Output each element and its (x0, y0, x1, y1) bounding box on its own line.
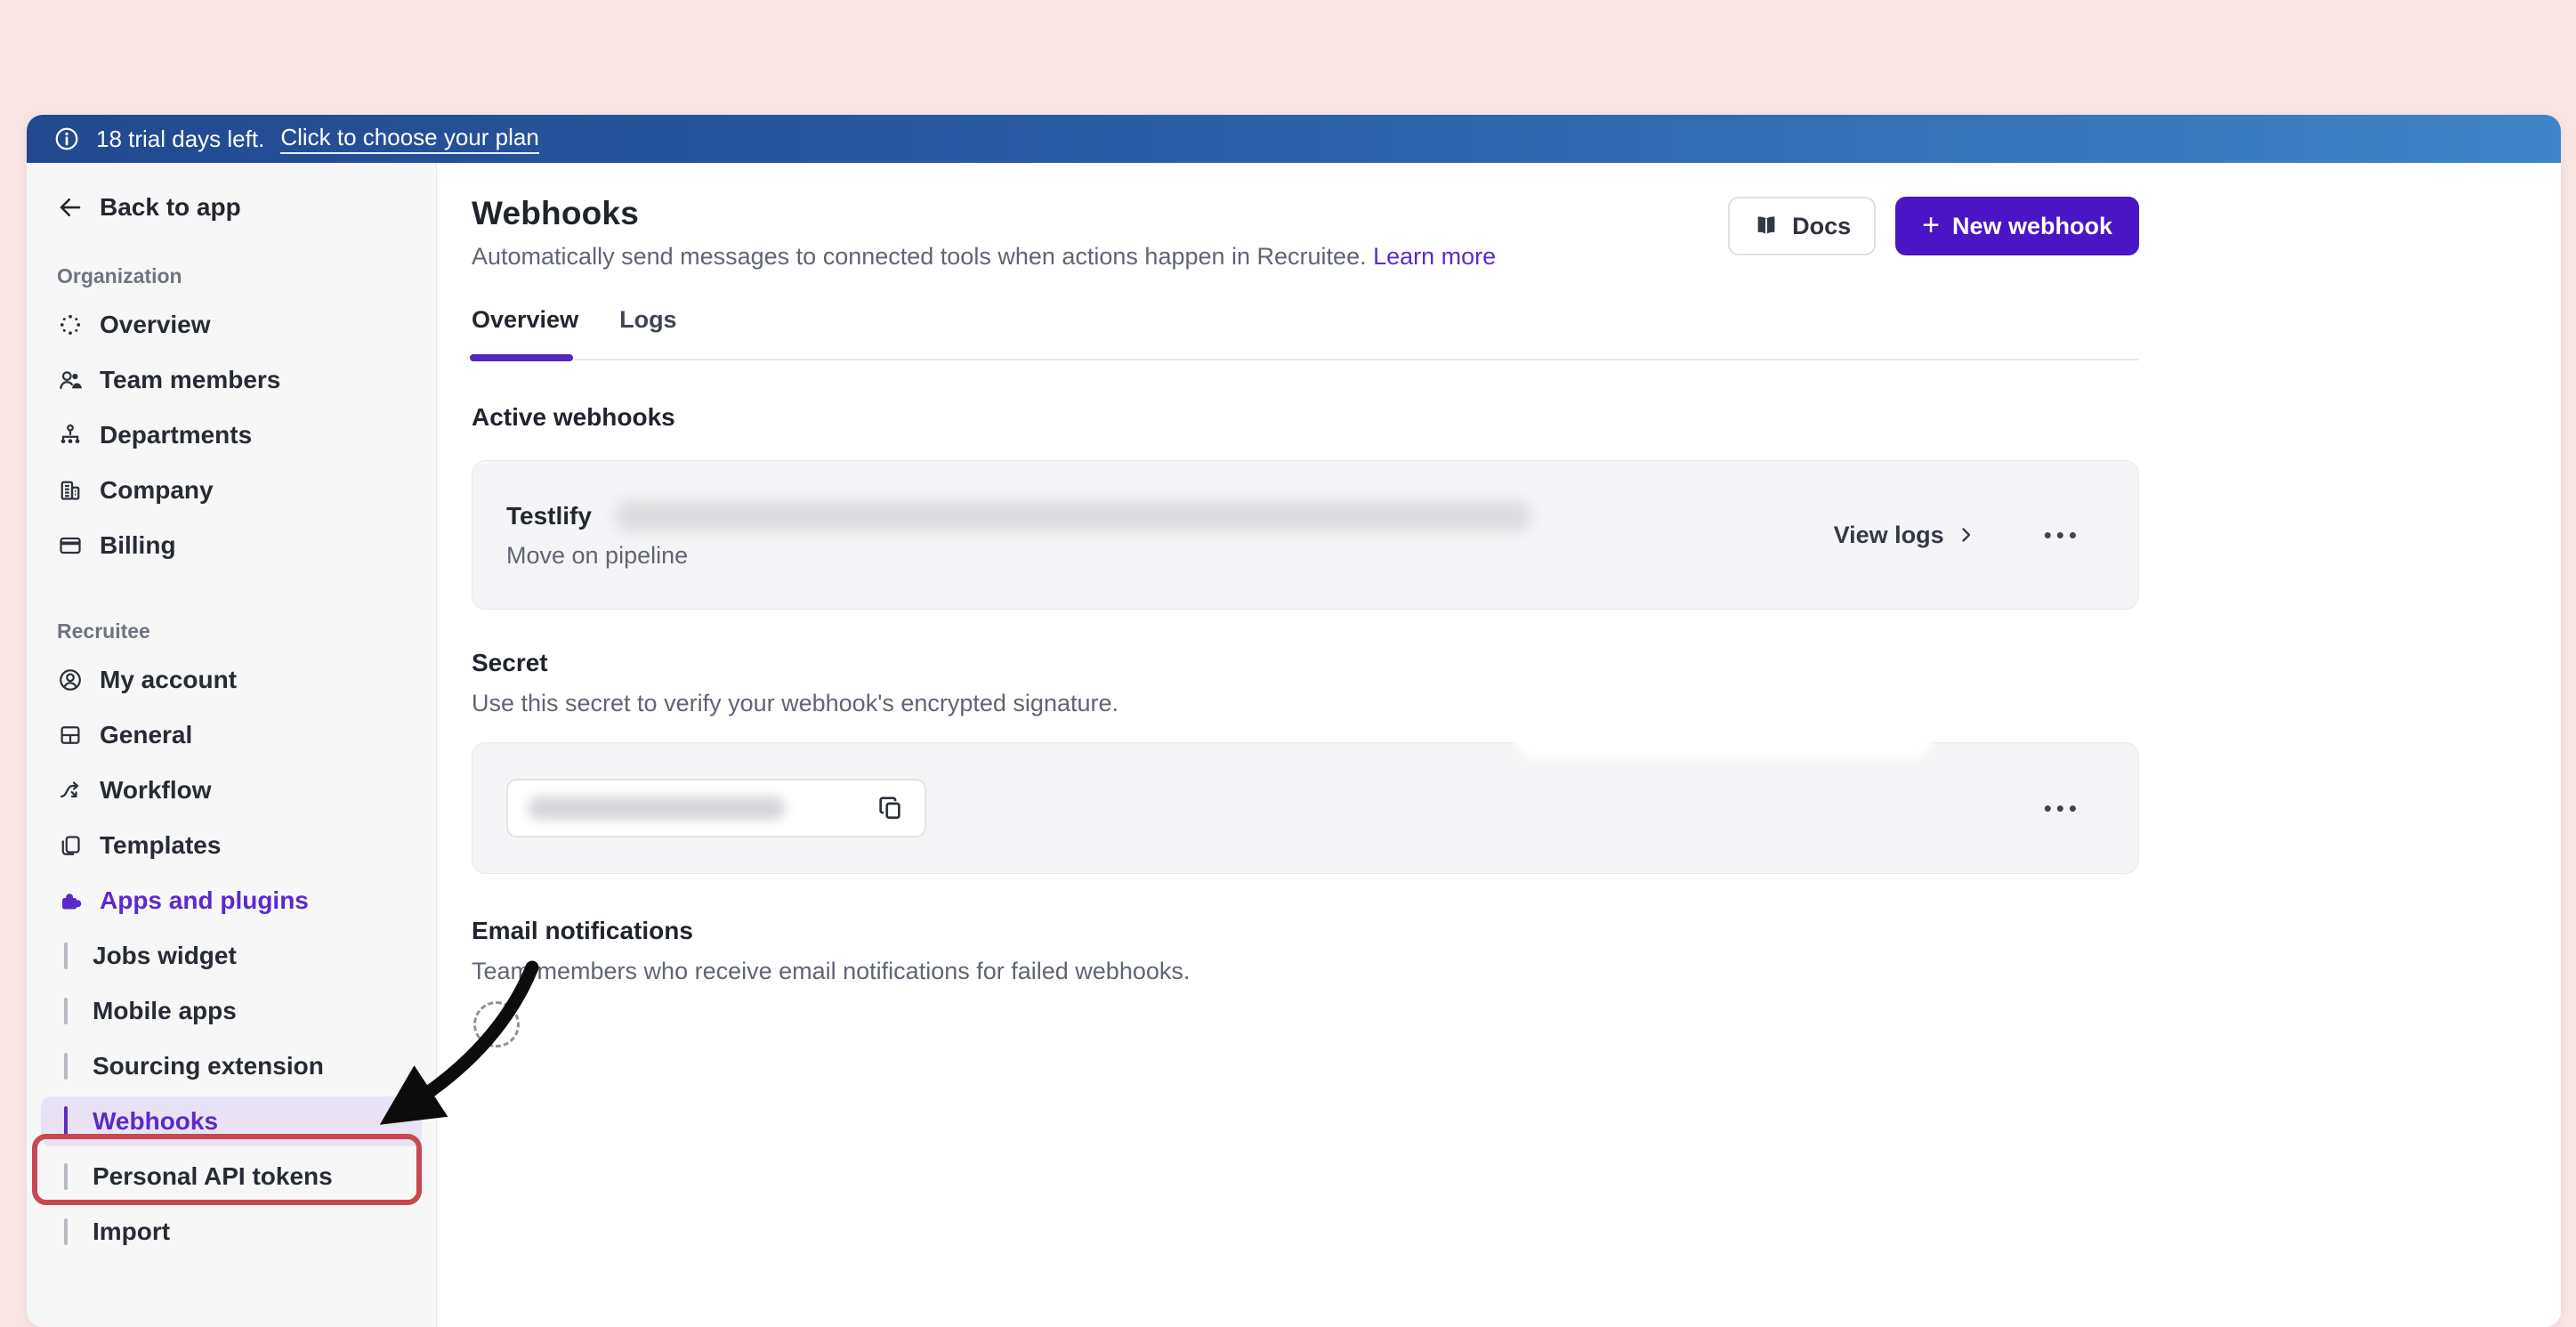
settings-sidebar: Back to app Organization Overview (27, 163, 437, 1327)
sidebar-item-label: Workflow (100, 776, 212, 804)
copy-icon (879, 797, 900, 820)
subitem-marker (64, 998, 68, 1024)
subitem-marker (64, 1218, 68, 1245)
tab-label: Logs (619, 306, 677, 333)
redaction-blur-patch (1514, 711, 1934, 759)
sidebar-item-jobs-widget[interactable]: Jobs widget (27, 928, 436, 983)
webhook-name: Testlify (506, 501, 592, 530)
app-window: 18 trial days left. Click to choose your… (27, 115, 2561, 1327)
view-logs-link[interactable]: View logs (1834, 522, 1976, 549)
docs-button-label: Docs (1792, 212, 1852, 239)
tab-bar: Overview Logs (470, 306, 2139, 361)
sidebar-item-apps-and-plugins[interactable]: Apps and plugins (27, 873, 436, 928)
redacted-webhook-url (614, 500, 1531, 531)
sidebar-item-webhooks[interactable]: Webhooks (41, 1096, 422, 1146)
sidebar-item-team-members[interactable]: Team members (27, 352, 436, 408)
sidebar-item-label: Mobile apps (93, 997, 237, 1024)
sidebar-item-label: Templates (100, 831, 222, 859)
docs-button[interactable]: Docs (1728, 197, 1877, 255)
subitem-marker-active (64, 1106, 68, 1137)
copy-secret-button[interactable] (873, 790, 908, 826)
active-webhooks-heading: Active webhooks (472, 403, 675, 431)
subitem-marker (64, 1053, 68, 1080)
sidebar-item-label: Webhooks (93, 1107, 219, 1135)
learn-more-link[interactable]: Learn more (1373, 243, 1497, 270)
departments-icon (61, 424, 80, 444)
sidebar-item-label: Team members (100, 366, 281, 393)
info-icon (55, 127, 78, 150)
billing-icon (60, 537, 81, 554)
section-label-organization: Organization (57, 264, 182, 287)
sidebar-item-workflow[interactable]: Workflow (27, 763, 436, 818)
sidebar-item-label: Jobs widget (93, 942, 237, 969)
puzzle-icon (62, 894, 82, 910)
sidebar-item-label: General (100, 721, 193, 748)
sidebar-item-label: Apps and plugins (100, 886, 309, 914)
trial-message: 18 trial days left. (96, 125, 265, 152)
chevron-right-icon (1962, 528, 1970, 542)
plus-icon: + (1922, 207, 1940, 242)
sidebar-item-general[interactable]: General (27, 708, 436, 763)
subitem-marker (64, 1163, 68, 1190)
general-icon (61, 726, 80, 744)
templates-icon (61, 836, 80, 855)
email-notifications-heading: Email notifications (472, 917, 693, 944)
page-description-text: Automatically send messages to connected… (472, 243, 1367, 270)
overview-icon (60, 314, 81, 336)
sidebar-item-departments[interactable]: Departments (27, 408, 436, 463)
redacted-secret-value (528, 797, 786, 820)
tab-overview[interactable]: Overview (470, 306, 579, 361)
sidebar-item-label: My account (100, 666, 238, 693)
section-label-recruitee: Recruitee (57, 619, 150, 643)
page-title: Webhooks (472, 195, 639, 231)
secret-card: ••• (472, 711, 2139, 874)
choose-plan-link[interactable]: Click to choose your plan (280, 124, 539, 154)
arrow-left-icon (60, 198, 81, 217)
main-content: Webhooks Automatically send messages to … (437, 163, 2561, 1327)
my-account-icon (60, 669, 81, 691)
secret-heading: Secret (472, 649, 548, 676)
sidebar-item-label: Departments (100, 421, 253, 449)
email-notifications-description: Team members who receive email notificat… (472, 958, 1191, 984)
trial-banner: 18 trial days left. Click to choose your… (27, 115, 2561, 163)
add-member-placeholder[interactable] (473, 1001, 520, 1048)
tab-logs[interactable]: Logs (619, 306, 677, 359)
sidebar-item-label: Personal API tokens (93, 1162, 333, 1190)
sidebar-item-overview[interactable]: Overview (27, 297, 436, 352)
company-icon (61, 481, 80, 500)
view-logs-label: View logs (1833, 521, 1944, 548)
webhook-more-button[interactable]: ••• (2043, 522, 2081, 548)
subitem-marker (64, 943, 68, 969)
page-description: Automatically send messages to connected… (472, 243, 1496, 271)
back-to-app-label: Back to app (100, 193, 241, 221)
secret-more-button[interactable]: ••• (2043, 795, 2081, 821)
sidebar-item-company[interactable]: Company (27, 463, 436, 518)
sidebar-item-templates[interactable]: Templates (27, 818, 436, 873)
sidebar-item-sourcing-extension[interactable]: Sourcing extension (27, 1039, 436, 1094)
secret-description: Use this secret to verify your webhook's… (472, 690, 1118, 716)
secret-value-field (506, 779, 926, 837)
workflow-icon (60, 781, 79, 797)
sidebar-item-personal-api-tokens[interactable]: Personal API tokens (27, 1149, 436, 1204)
webhook-card: Testlify Move on pipeline View logs (472, 460, 2139, 610)
sidebar-item-import[interactable]: Import (27, 1204, 436, 1259)
sidebar-item-mobile-apps[interactable]: Mobile apps (27, 983, 436, 1039)
team-members-icon (60, 371, 83, 390)
new-webhook-button-label: New webhook (1951, 212, 2112, 239)
sidebar-item-my-account[interactable]: My account (27, 652, 436, 708)
sidebar-item-label: Company (100, 476, 214, 504)
active-tab-underline (470, 354, 573, 361)
tab-label: Overview (472, 306, 579, 333)
back-to-app-link[interactable]: Back to app (27, 182, 436, 232)
sidebar-item-label: Sourcing extension (93, 1052, 324, 1080)
sidebar-item-label: Import (93, 1218, 171, 1245)
new-webhook-button[interactable]: + New webhook (1895, 197, 2139, 255)
sidebar-item-billing[interactable]: Billing (27, 518, 436, 573)
sidebar-item-label: Overview (100, 311, 211, 338)
webhook-trigger: Move on pipeline (506, 541, 689, 569)
sidebar-item-label: Billing (100, 531, 176, 559)
book-icon (1757, 216, 1775, 234)
